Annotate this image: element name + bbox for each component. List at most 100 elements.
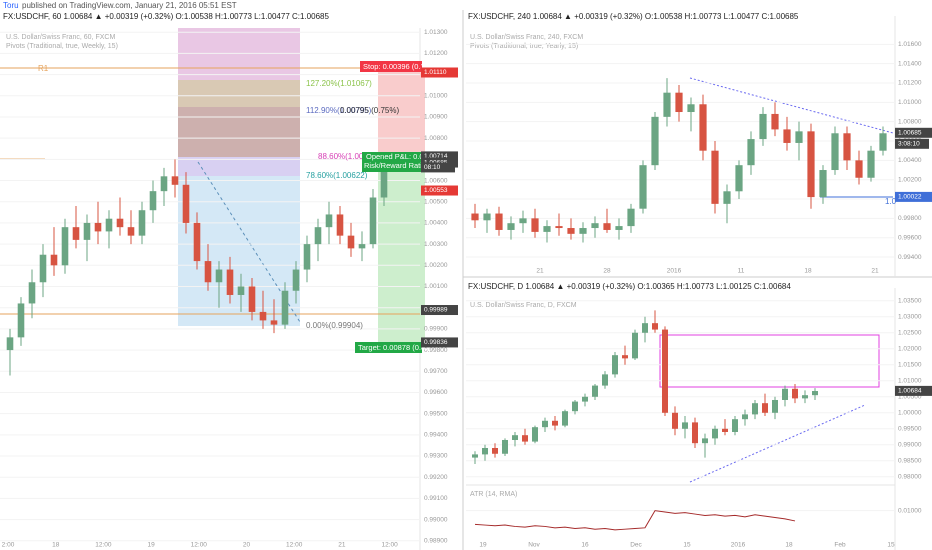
candle-body — [507, 223, 515, 230]
x-tick-label: 12:00 — [381, 542, 398, 549]
x-tick-label: 19 — [147, 542, 155, 549]
y-tick-label: 0.99400 — [898, 254, 922, 261]
fib-label: 127.20%(1.01067) — [306, 79, 372, 88]
price-badge — [895, 385, 932, 396]
candle-body — [615, 226, 623, 230]
y-tick-label: 1.00800 — [898, 118, 922, 125]
y-tick-label: 0.99300 — [424, 453, 448, 460]
fib-zone — [178, 107, 300, 157]
chart-title: FX:USDCHF, D 1.00684 ▲ +0.00319 (+0.32%)… — [468, 282, 791, 291]
x-tick-label: Feb — [834, 542, 846, 549]
candle-body — [149, 191, 157, 211]
y-tick-label: 1.03000 — [898, 313, 922, 320]
y-tick-label: 1.00000 — [898, 410, 922, 417]
drawings-front: R1 127.20%(1.01067) 112.90%(1.00795) 0.0… — [38, 61, 932, 396]
candle-body — [582, 396, 588, 402]
candle-body — [522, 435, 528, 442]
candle-body — [6, 337, 14, 351]
candle-body — [662, 329, 668, 413]
candle-body — [512, 435, 518, 440]
price-badge — [421, 151, 458, 162]
candle-body — [336, 214, 344, 236]
atr-line — [474, 510, 796, 531]
study-name: Pivots (Traditional, true, Yearly, 15) — [470, 43, 578, 50]
candle-body — [792, 388, 798, 399]
candle-body — [711, 150, 719, 204]
candle-body — [675, 92, 683, 113]
candle-body — [543, 226, 551, 232]
candle-body — [723, 191, 731, 204]
x-tick-label: 21 — [338, 542, 346, 549]
pivot-label: R1 — [38, 64, 49, 73]
y-tick-label: 0.99400 — [424, 432, 448, 439]
candle-body — [772, 399, 778, 413]
y-tick-label: 1.01600 — [898, 41, 922, 48]
price-badge — [895, 127, 932, 138]
price-badge — [421, 67, 458, 78]
chart-subtitle: U.S. Dollar/Swiss Franc, D, FXCM — [470, 302, 577, 309]
countdown: 3:08:10 — [898, 141, 920, 148]
candle-body — [171, 176, 179, 185]
candle-body — [782, 388, 788, 400]
candle-body — [747, 139, 755, 166]
countdown-badge — [895, 138, 929, 149]
candle-body — [812, 391, 818, 396]
y-tick-label: 0.01000 — [898, 507, 922, 514]
y-tick-label: 0.99600 — [424, 389, 448, 396]
candle-body — [603, 223, 611, 230]
chart-subtitle: U.S. Dollar/Swiss Franc, 60, FXCM — [6, 34, 115, 41]
y-tick-label: 1.02000 — [898, 345, 922, 352]
fib-zone — [178, 157, 300, 176]
stop-badge — [360, 61, 422, 72]
pivot-label: 1.0 — [885, 197, 897, 206]
fib-label: 78.60%(1.00622) — [306, 171, 368, 180]
stop-label: Stop: 0.00396 (0.39 — [363, 62, 429, 71]
candle-body — [483, 213, 491, 221]
candle-body — [592, 385, 598, 397]
x-tick-label: Dec — [630, 542, 642, 549]
y-tick-label: 0.99600 — [898, 234, 922, 241]
price-label: 0.99989 — [424, 307, 448, 314]
candle-body — [281, 290, 289, 325]
candle-body — [627, 208, 635, 227]
fib-label: 88.60%(1.0071 — [318, 152, 373, 161]
candle-body — [39, 254, 47, 283]
chart-title: FX:USDCHF, 60 1.00684 ▲ +0.00319 (+0.32%… — [3, 12, 329, 21]
x-tick-label: 21 — [871, 268, 879, 275]
candle-body — [259, 311, 267, 321]
candle-body — [843, 133, 851, 161]
candle-body — [482, 447, 488, 455]
x-tick-label: 2:00 — [2, 542, 15, 549]
y-tick-label: 1.03500 — [898, 297, 922, 304]
x-tick-label: 15 — [887, 542, 895, 549]
trend-line — [689, 77, 894, 134]
y-tick-label: 0.99500 — [898, 426, 922, 433]
rr-label: Risk/Reward Ratio: 2 — [364, 161, 434, 170]
y-tick-label: 0.98900 — [424, 537, 448, 544]
candle-body — [682, 422, 688, 429]
y-tick-label: 0.99900 — [424, 326, 448, 333]
candle-body — [552, 420, 558, 426]
candle-body — [795, 131, 803, 143]
candle-body — [783, 129, 791, 143]
candle-body — [712, 428, 718, 439]
candle-body — [722, 428, 728, 432]
publish-info: published on TradingView.com, January 21… — [22, 1, 237, 10]
candle-body — [116, 218, 124, 228]
measure-label: 0.00795 (0.75%) — [340, 106, 399, 115]
candle-body — [237, 286, 245, 295]
y-tick-label: 1.00200 — [898, 176, 922, 183]
candle-body — [567, 228, 575, 234]
author[interactable]: Toru — [3, 1, 19, 10]
pnl-label: Opened P&L: 0.0002 — [366, 152, 436, 161]
x-tick-label: 18 — [52, 542, 60, 549]
fib-zone — [178, 80, 300, 107]
y-tick-label: 1.01300 — [424, 29, 448, 36]
candle-body — [519, 218, 527, 224]
candle-body — [771, 113, 779, 130]
candle-body — [867, 150, 875, 178]
y-tick-label: 0.99000 — [424, 516, 448, 523]
candle-body — [358, 244, 366, 249]
candle-body — [759, 113, 767, 140]
countdown-badge — [421, 162, 455, 173]
